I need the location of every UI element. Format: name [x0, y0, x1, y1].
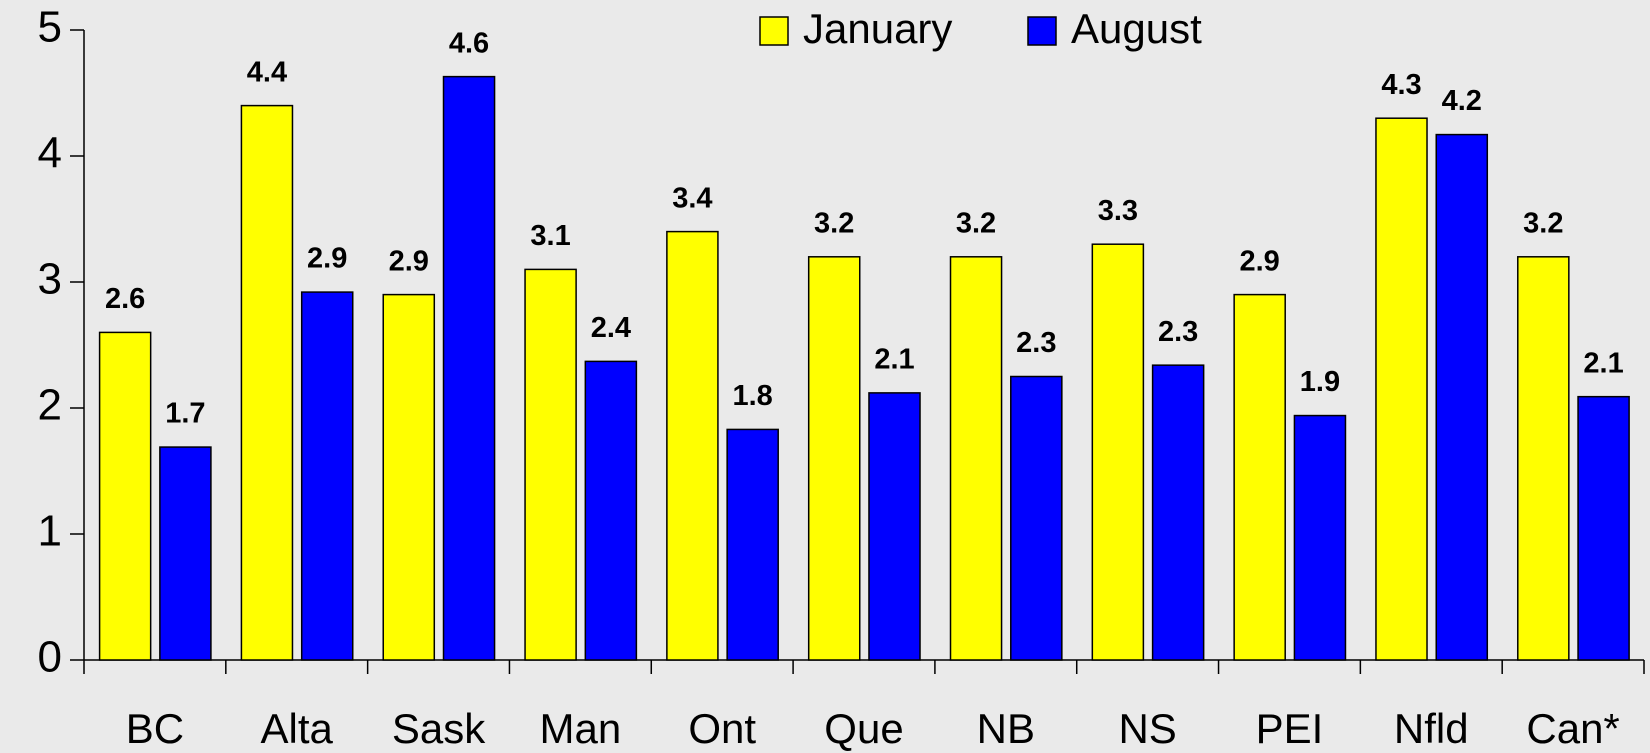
bar [584, 360, 638, 661]
bar [949, 256, 1003, 661]
value-label: 3.2 [956, 207, 996, 239]
x-tick-label: NB [977, 705, 1035, 752]
bar [1233, 293, 1286, 661]
bar [382, 293, 436, 661]
y-tick-label: 3 [38, 255, 62, 304]
value-label: 2.1 [874, 344, 914, 376]
x-tick-label: Que [824, 705, 903, 752]
value-label: 2.6 [105, 283, 145, 315]
value-label: 4.2 [1442, 85, 1482, 117]
x-tick-label: Ont [688, 705, 756, 752]
x-tick-label: PEI [1256, 705, 1324, 752]
x-tick-label: Alta [261, 705, 334, 752]
bar [1435, 133, 1489, 661]
value-label: 1.9 [1300, 366, 1340, 398]
y-tick-label: 1 [38, 507, 62, 556]
value-label: 3.2 [814, 207, 854, 239]
bar [1091, 243, 1145, 661]
legend-label: August [1071, 5, 1202, 52]
x-tick-label: BC [126, 705, 184, 752]
value-label: 3.4 [672, 182, 712, 214]
bar [1577, 395, 1630, 661]
legend-swatch [759, 16, 789, 46]
bar [98, 331, 152, 661]
value-label: 2.9 [1240, 245, 1280, 277]
bar [1010, 375, 1063, 661]
bar [666, 230, 719, 661]
value-label: 2.9 [389, 245, 429, 277]
y-tick-label: 5 [38, 3, 62, 52]
x-tick-label: Nfld [1394, 705, 1469, 752]
x-tick-label: Man [540, 705, 622, 752]
bar [726, 428, 779, 661]
value-label: 3.2 [1523, 207, 1563, 239]
x-tick-label: Sask [392, 705, 486, 752]
bar [868, 392, 921, 661]
x-tick-label: NS [1118, 705, 1176, 752]
value-label: 3.1 [530, 220, 570, 252]
legend-swatch [1027, 16, 1057, 46]
value-label: 2.3 [1158, 316, 1198, 348]
y-tick-label: 0 [38, 633, 62, 682]
value-label: 4.3 [1381, 69, 1421, 101]
value-label: 2.4 [591, 312, 631, 344]
bar [1151, 364, 1205, 661]
value-label: 2.9 [307, 243, 347, 275]
y-tick-label: 4 [38, 129, 62, 178]
y-tick-label: 2 [38, 381, 62, 430]
value-label: 1.8 [733, 380, 773, 412]
value-label: 1.7 [165, 398, 205, 430]
bar [300, 291, 354, 661]
bar [442, 75, 496, 661]
bar [240, 104, 294, 661]
value-label: 2.1 [1583, 347, 1623, 379]
value-label: 4.6 [449, 27, 489, 59]
bar [807, 256, 861, 661]
bar [1517, 256, 1570, 661]
value-label: 4.4 [247, 56, 287, 88]
bar [1293, 414, 1347, 661]
x-tick-label: Can* [1526, 705, 1619, 752]
bar [524, 268, 577, 661]
bar [159, 446, 212, 661]
value-label: 2.3 [1016, 327, 1056, 359]
legend-label: January [803, 5, 952, 52]
value-label: 3.3 [1098, 195, 1138, 227]
bar [1375, 117, 1428, 661]
